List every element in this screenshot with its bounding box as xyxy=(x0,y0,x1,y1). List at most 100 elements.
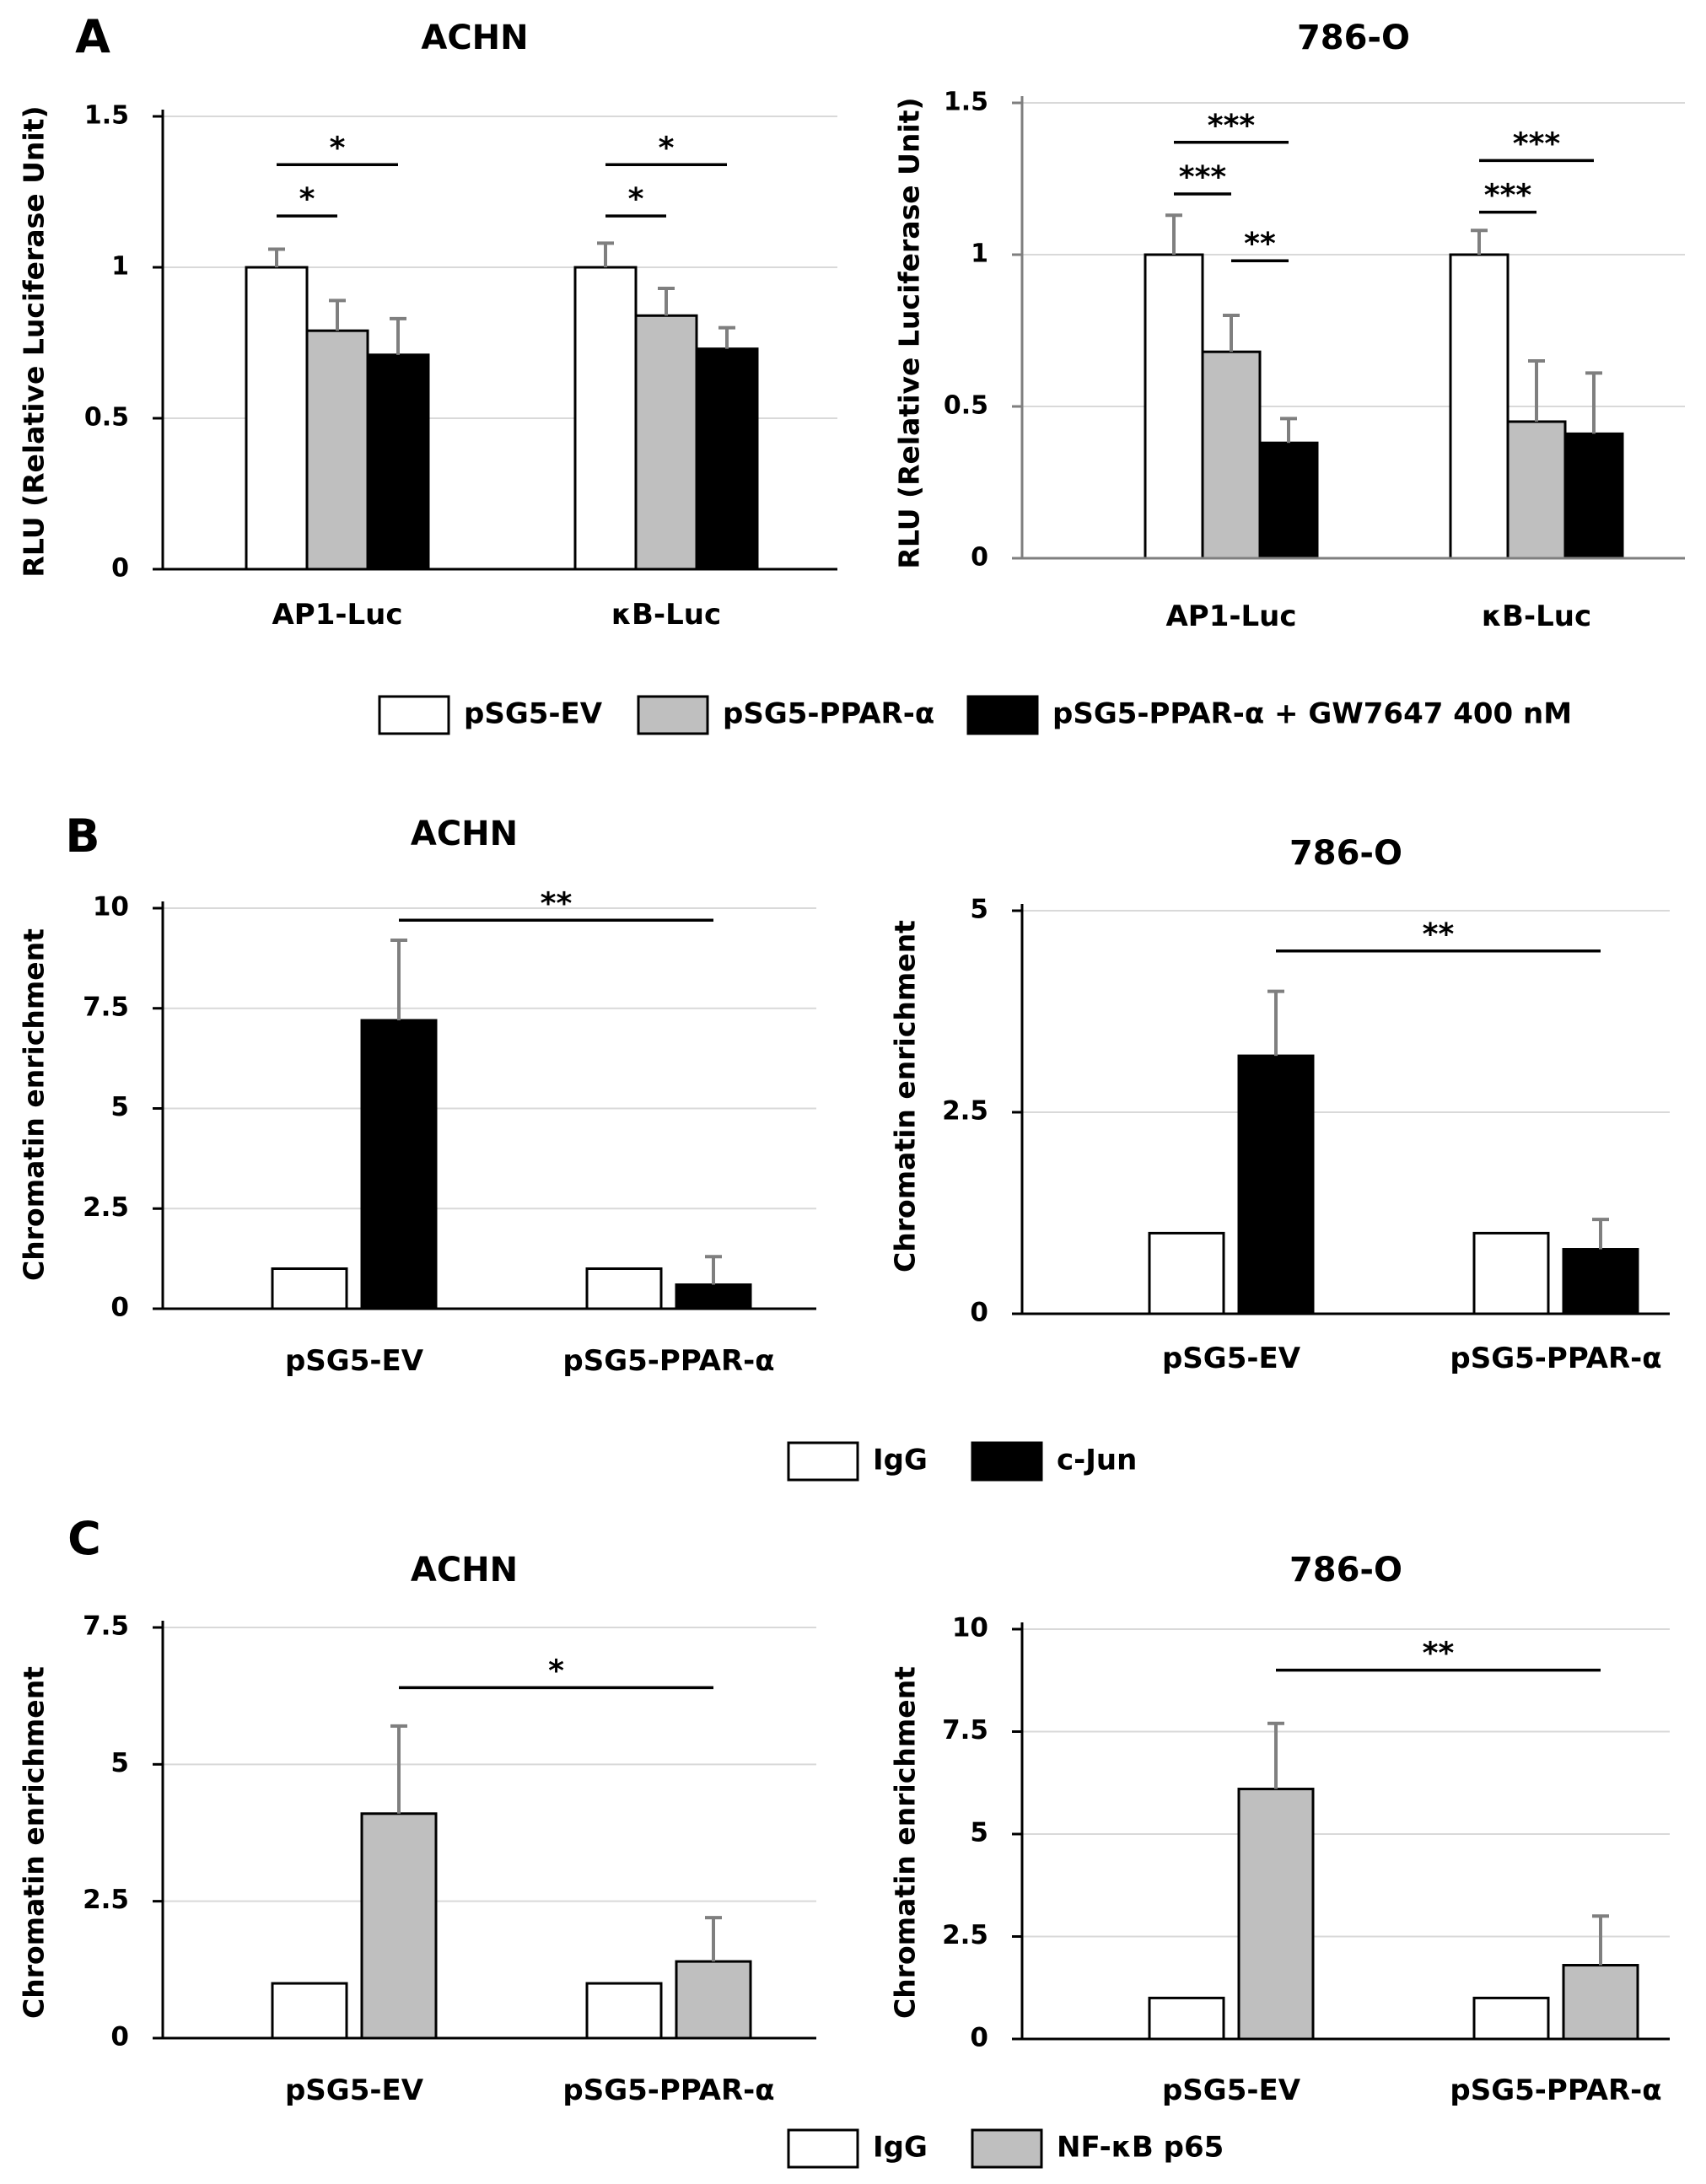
category-label: κB-Luc xyxy=(1482,600,1591,633)
bar xyxy=(585,1982,663,2040)
y-tick-label: 7.5 xyxy=(83,992,129,1022)
bar xyxy=(1148,1996,1225,2041)
bar xyxy=(271,1267,348,1310)
bar xyxy=(360,1019,438,1310)
bar xyxy=(573,266,638,571)
chart-A2: 0 0.5 1 1.5 AP1-Luc κB-Luc 786-O RLU (Relative … xyxy=(893,19,1685,633)
chart-A1: 0 0.5 1 1.5 AP1-Luc κB-Luc ACHN RLU (Relative L… xyxy=(18,19,837,632)
y-tick-label: 0 xyxy=(971,543,988,573)
chart-B1: 0 2.5 5 7.5 10 pSG5-EV pSG5-PPAR-α ACHN Chromati… xyxy=(18,815,816,1378)
category-label: pSG5-EV xyxy=(285,1344,424,1378)
significance-label: *** xyxy=(1513,126,1561,161)
y-tick-label: 7.5 xyxy=(83,1611,129,1642)
legend-swatch xyxy=(378,695,450,735)
significance-label: ** xyxy=(541,886,573,921)
y-tick-label: 2.5 xyxy=(83,1885,129,1915)
legend-label: pSG5-PPAR-α xyxy=(723,697,934,731)
significance-label: * xyxy=(548,1654,564,1688)
chart-title: ACHN xyxy=(421,19,528,57)
significance-label: ** xyxy=(1244,227,1276,261)
y-tick-label: 1 xyxy=(971,239,988,269)
category-label: pSG5-PPAR-α xyxy=(562,1344,774,1378)
category-label: AP1-Luc xyxy=(1165,600,1296,633)
y-tick-label: 5 xyxy=(970,1818,988,1848)
legend-swatch xyxy=(966,695,1039,735)
legend-swatch xyxy=(787,2128,859,2169)
y-tick-label: 0.5 xyxy=(84,403,129,433)
significance-label: *** xyxy=(1208,109,1256,143)
bar xyxy=(360,1812,438,2040)
chart-C1: 0 2.5 5 7.5 pSG5-EV pSG5-PPAR-α ACHN Chromatin … xyxy=(18,1551,816,2107)
y-tick-label: 5 xyxy=(110,1092,129,1122)
bar xyxy=(675,1960,752,2040)
bar xyxy=(1148,1231,1225,1315)
legend-A: pSG5-EV pSG5-PPAR-α pSG5-PPAR-α + GW7647 4… xyxy=(378,695,1572,735)
significance-label: ** xyxy=(1423,917,1455,952)
chart-title: 786-O xyxy=(1289,834,1402,873)
legend-label: c-Jun xyxy=(1057,1444,1137,1477)
bar xyxy=(675,1283,752,1310)
bar xyxy=(1144,253,1204,560)
category-label: pSG5-PPAR-α xyxy=(1450,1342,1661,1375)
y-tick-label: 0 xyxy=(110,1293,129,1323)
chart-title: ACHN xyxy=(411,1551,518,1590)
y-tick-label: 2.5 xyxy=(83,1192,129,1223)
chart-title: ACHN xyxy=(411,815,518,853)
bar xyxy=(1506,420,1567,560)
y-axis-label: RLU (Relative Luciferase Unit) xyxy=(18,105,51,577)
significance-label: * xyxy=(299,182,315,217)
bar xyxy=(1237,1788,1315,2041)
y-tick-label: 1.5 xyxy=(84,101,129,131)
y-tick-label: 1.5 xyxy=(944,88,988,117)
bar xyxy=(305,329,369,571)
y-tick-label: 10 xyxy=(93,892,129,923)
panel-letter-a: A xyxy=(75,10,110,63)
bar xyxy=(1563,432,1624,560)
y-axis-label: Chromatin enrichment xyxy=(18,1666,51,2019)
category-label: pSG5-EV xyxy=(1162,2074,1301,2107)
y-tick-label: 2.5 xyxy=(942,1920,988,1950)
category-label: pSG5-EV xyxy=(1162,1342,1301,1375)
significance-label: ** xyxy=(1423,1637,1455,1671)
panel-letter-b: B xyxy=(65,810,100,863)
y-tick-label: 0 xyxy=(970,2023,988,2053)
legend-swatch xyxy=(637,695,709,735)
y-axis-label: RLU (Relative Luciferase Unit) xyxy=(893,97,926,568)
chart-title: 786-O xyxy=(1297,19,1410,57)
significance-label: * xyxy=(628,182,644,217)
y-axis-label: Chromatin enrichment xyxy=(889,1666,922,2019)
y-tick-label: 2.5 xyxy=(942,1096,988,1127)
legend-label: NF-κB p65 xyxy=(1057,2131,1224,2165)
bar xyxy=(1237,1054,1315,1315)
bar xyxy=(1472,1996,1550,2041)
legend-label: IgG xyxy=(873,2131,928,2165)
y-axis-label: Chromatin enrichment xyxy=(18,928,51,1281)
legend-label: IgG xyxy=(873,1444,928,1477)
significance-label: * xyxy=(330,131,346,165)
y-tick-label: 7.5 xyxy=(942,1715,988,1746)
y-tick-label: 0 xyxy=(970,1298,988,1328)
bar xyxy=(585,1267,663,1310)
bar xyxy=(1562,1248,1639,1315)
chart-B2: 0 2.5 5 pSG5-EV pSG5-PPAR-α 786-O Chromatin en… xyxy=(889,834,1670,1375)
significance-label: *** xyxy=(1484,179,1532,213)
bar xyxy=(1472,1231,1550,1315)
legend-C: IgG NF-κB p65 xyxy=(787,2128,1224,2169)
legend-label: pSG5-PPAR-α + GW7647 400 nM xyxy=(1052,697,1572,731)
y-tick-label: 10 xyxy=(952,1613,988,1643)
bar xyxy=(1449,253,1510,560)
significance-label: * xyxy=(659,131,675,165)
y-tick-label: 5 xyxy=(970,895,988,925)
y-tick-label: 0.5 xyxy=(944,391,988,421)
chart-C2: 0 2.5 5 7.5 10 pSG5-EV pSG5-PPAR-α 786-O Chromat… xyxy=(889,1551,1670,2107)
y-tick-label: 0 xyxy=(110,2022,129,2052)
y-tick-label: 5 xyxy=(110,1748,129,1778)
significance-label: *** xyxy=(1179,160,1227,195)
bar xyxy=(634,314,698,571)
bar xyxy=(695,347,759,571)
y-axis-label: Chromatin enrichment xyxy=(889,920,922,1272)
bar xyxy=(245,266,309,571)
bar xyxy=(1258,441,1319,560)
legend-swatch xyxy=(971,1441,1043,1482)
